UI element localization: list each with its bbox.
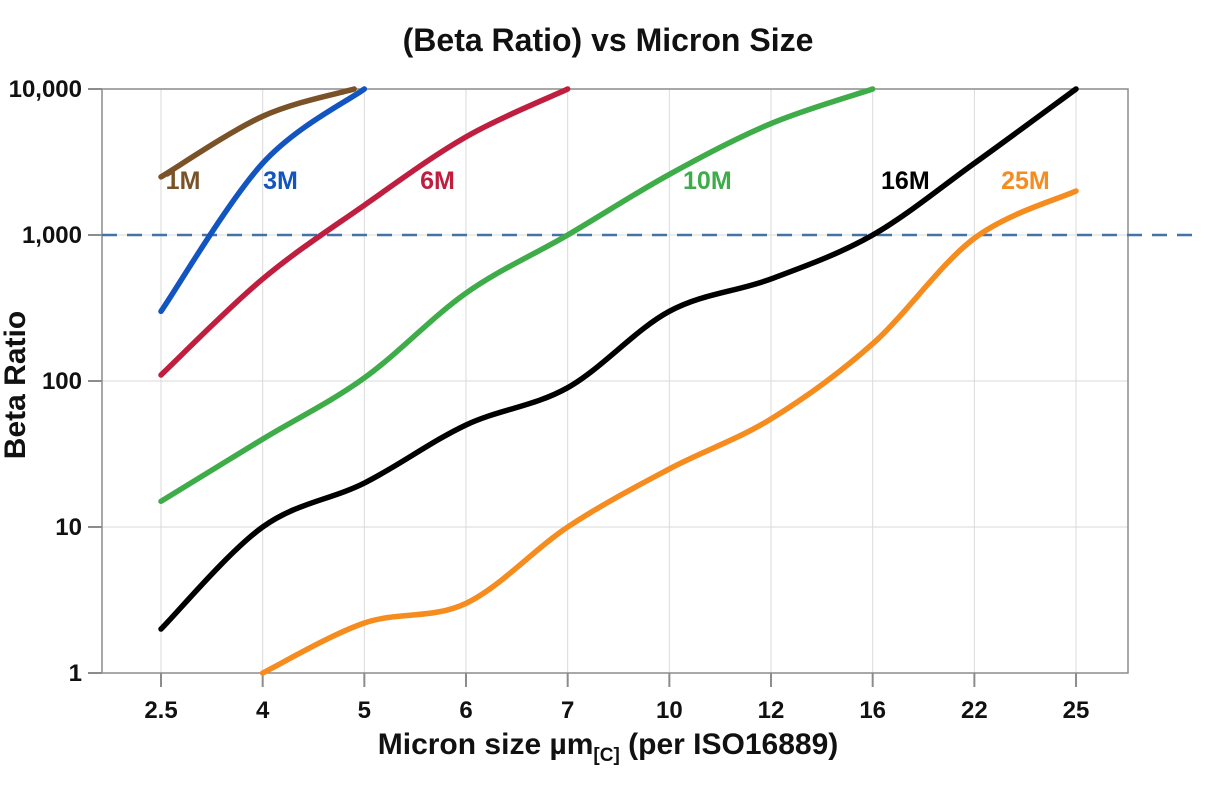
series-curve-10M xyxy=(158,86,876,505)
x-tick-label: 7 xyxy=(561,697,574,724)
y-tick-label: 1 xyxy=(69,660,82,687)
chart-title: (Beta Ratio) vs Micron Size xyxy=(402,22,814,58)
x-axis-title-main: Micron size µm xyxy=(377,728,594,761)
x-tick-label: 4 xyxy=(256,697,270,724)
x-tick-label: 12 xyxy=(758,697,785,724)
y-tick-label: 100 xyxy=(42,368,82,395)
y-tick-label: 10 xyxy=(55,514,82,541)
series-label-1M: 1M xyxy=(166,167,201,195)
x-tick-label: 16 xyxy=(859,697,886,724)
x-tick-label: 10 xyxy=(656,697,683,724)
series-label-16M: 16M xyxy=(881,167,930,195)
y-tick-label: 1,000 xyxy=(22,222,82,249)
x-axis-title: Micron size µm[C] (per ISO16889) xyxy=(0,728,1216,767)
y-tick-label: 10,000 xyxy=(9,76,82,103)
x-tick-label: 25 xyxy=(1063,697,1090,724)
x-tick-label: 6 xyxy=(459,697,472,724)
series-curve-1M xyxy=(158,86,357,180)
series-curve-16M xyxy=(158,86,1079,632)
x-axis-title-tail: (per ISO16889) xyxy=(619,728,839,761)
series-curve-6M xyxy=(158,86,571,378)
x-tick-label: 22 xyxy=(961,697,988,724)
x-tick-label: 5 xyxy=(358,697,371,724)
series-label-6M: 6M xyxy=(420,167,455,195)
y-axis-title: Beta Ratio xyxy=(0,310,32,460)
series-label-25M: 25M xyxy=(1001,167,1050,195)
x-tick-label: 2.5 xyxy=(144,697,177,724)
series-label-3M: 3M xyxy=(263,167,298,195)
series-label-10M: 10M xyxy=(683,167,732,195)
series-curve-3M xyxy=(158,86,368,315)
series-curve-25M xyxy=(259,188,1079,676)
x-axis-title-subscript: [C] xyxy=(593,745,620,766)
